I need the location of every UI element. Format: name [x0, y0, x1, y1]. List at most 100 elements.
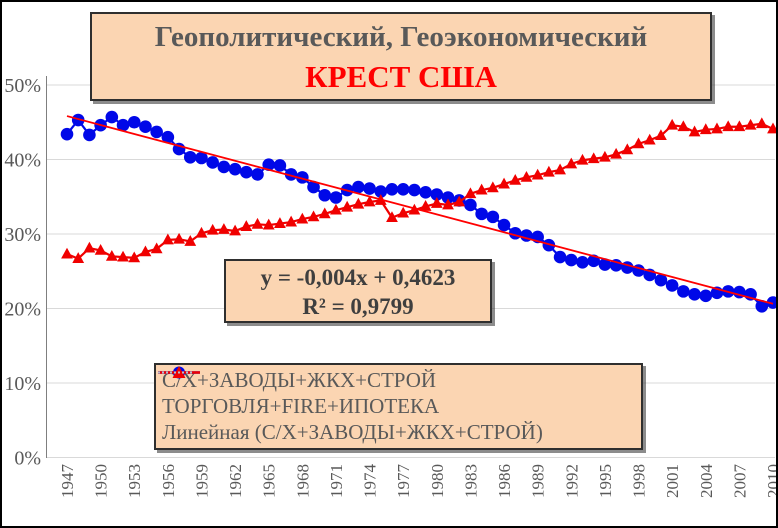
data-point-marker	[117, 250, 129, 262]
data-point-marker	[195, 226, 208, 238]
svg-text:1947: 1947	[58, 464, 77, 499]
legend: С/Х+ЗАВОДЫ+ЖКХ+СТРОЙ ТОРГОВЛЯ+FIRE+ИПОТЕ…	[154, 363, 643, 450]
svg-text:40%: 40%	[4, 150, 41, 172]
data-point-marker	[666, 118, 679, 130]
data-point-marker	[307, 180, 320, 194]
data-point-marker	[576, 153, 589, 165]
svg-text:2001: 2001	[663, 464, 682, 498]
data-point-marker	[542, 238, 556, 252]
data-point-marker	[408, 183, 421, 197]
data-point-marker	[655, 129, 667, 141]
data-point-marker	[397, 206, 410, 218]
legend-item-red-series: ТОРГОВЛЯ+FIRE+ИПОТЕКА	[158, 366, 635, 420]
legend-label: Линейная (С/Х+ЗАВОДЫ+ЖКХ+СТРОЙ)	[162, 419, 543, 444]
svg-text:1965: 1965	[260, 464, 279, 498]
data-point-marker	[274, 217, 286, 228]
data-point-marker	[419, 200, 432, 211]
data-point-marker	[173, 232, 185, 244]
data-point-marker	[285, 215, 298, 227]
data-point-marker	[150, 242, 163, 254]
data-point-marker	[632, 137, 645, 149]
svg-text:1950: 1950	[92, 464, 111, 498]
data-point-marker	[94, 243, 107, 255]
svg-text:50%: 50%	[4, 75, 41, 97]
data-point-marker	[665, 279, 679, 292]
data-point-marker	[374, 185, 388, 198]
svg-text:1977: 1977	[394, 464, 413, 499]
svg-text:1992: 1992	[562, 464, 581, 498]
data-point-marker	[195, 151, 208, 165]
svg-text:0%: 0%	[14, 448, 41, 470]
data-point-marker	[229, 224, 241, 236]
data-point-marker	[442, 198, 454, 210]
data-point-marker	[430, 188, 444, 201]
data-point-marker	[72, 252, 85, 263]
svg-text:1971: 1971	[327, 464, 346, 498]
data-point-marker	[755, 299, 769, 313]
data-point-marker	[363, 182, 376, 195]
y-axis-labels: 0% 10% 20% 30% 40% 50%	[4, 75, 41, 470]
data-point-marker	[386, 211, 398, 223]
data-point-marker	[699, 289, 713, 303]
data-point-marker	[363, 195, 376, 207]
data-point-marker	[127, 115, 141, 129]
svg-text:1968: 1968	[293, 464, 312, 498]
data-point-marker	[654, 273, 668, 287]
data-point-marker	[643, 133, 656, 145]
data-point-marker	[352, 197, 365, 209]
svg-text:20%: 20%	[4, 299, 41, 321]
data-point-marker	[240, 165, 253, 179]
data-point-marker	[610, 147, 623, 159]
data-point-marker	[475, 183, 488, 195]
data-point-marker	[486, 181, 499, 193]
data-point-marker	[419, 185, 432, 199]
data-point-marker	[565, 157, 578, 169]
data-point-marker	[206, 223, 219, 235]
svg-text:1983: 1983	[461, 464, 480, 498]
data-point-marker	[83, 241, 96, 253]
data-point-marker	[587, 152, 600, 164]
svg-text:2007: 2007	[730, 464, 749, 499]
svg-text:1980: 1980	[428, 464, 447, 498]
data-point-marker	[755, 117, 768, 129]
data-point-marker	[150, 125, 163, 139]
data-point-marker	[453, 195, 466, 207]
svg-text:1956: 1956	[159, 464, 178, 498]
legend-label: ТОРГОВЛЯ+FIRE+ИПОТЕКА	[162, 394, 440, 418]
trendline-equation-box: y = -0,004x + 0,4623 R² = 0,9799	[224, 259, 492, 323]
trendline	[66, 115, 774, 305]
data-point-marker	[228, 162, 242, 176]
data-point-marker	[564, 253, 578, 267]
data-point-marker	[296, 171, 309, 184]
data-point-marker	[396, 183, 410, 196]
svg-text:1989: 1989	[529, 464, 548, 498]
data-point-marker	[341, 200, 354, 212]
data-point-marker	[767, 122, 776, 134]
svg-text:10%: 10%	[4, 373, 41, 395]
data-point-marker	[554, 163, 566, 175]
trendline-equation: y = -0,004x + 0,4623	[260, 265, 456, 290]
legend-label: С/Х+ЗАВОДЫ+ЖКХ+СТРОЙ	[162, 368, 437, 393]
data-point-marker	[553, 250, 567, 264]
data-point-marker	[206, 156, 219, 169]
data-point-marker	[733, 120, 746, 132]
svg-text:1953: 1953	[125, 464, 144, 498]
data-point-marker	[183, 150, 197, 164]
data-point-marker	[621, 143, 634, 155]
svg-text:1995: 1995	[596, 464, 615, 498]
data-point-marker	[71, 113, 85, 127]
data-point-marker	[531, 168, 544, 180]
data-point-marker	[184, 235, 197, 246]
data-point-marker	[688, 125, 701, 137]
data-point-marker	[307, 210, 320, 222]
data-point-marker	[599, 150, 611, 162]
svg-text:2004: 2004	[697, 464, 716, 499]
data-point-marker	[486, 210, 500, 224]
data-point-marker	[542, 165, 555, 177]
data-point-marker	[128, 251, 141, 263]
data-point-marker	[677, 120, 690, 132]
data-point-marker	[576, 256, 589, 269]
data-point-marker	[217, 223, 230, 234]
data-point-marker	[711, 122, 723, 134]
